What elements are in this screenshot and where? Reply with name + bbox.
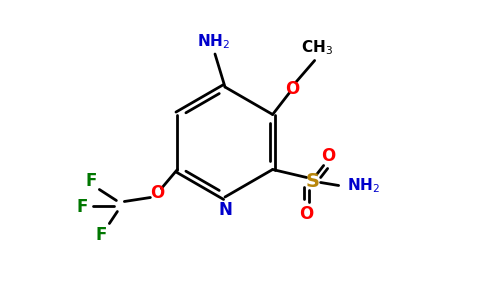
Text: S: S <box>305 172 319 191</box>
Text: O: O <box>300 205 314 223</box>
Text: O: O <box>150 184 165 202</box>
Text: NH$_2$: NH$_2$ <box>347 176 379 195</box>
Text: O: O <box>286 80 300 98</box>
Text: F: F <box>96 226 107 244</box>
Text: N: N <box>218 201 232 219</box>
Text: CH$_3$: CH$_3$ <box>301 38 333 56</box>
Text: O: O <box>321 146 336 164</box>
Text: NH$_2$: NH$_2$ <box>197 32 229 51</box>
Text: F: F <box>76 199 88 217</box>
Text: F: F <box>86 172 97 190</box>
